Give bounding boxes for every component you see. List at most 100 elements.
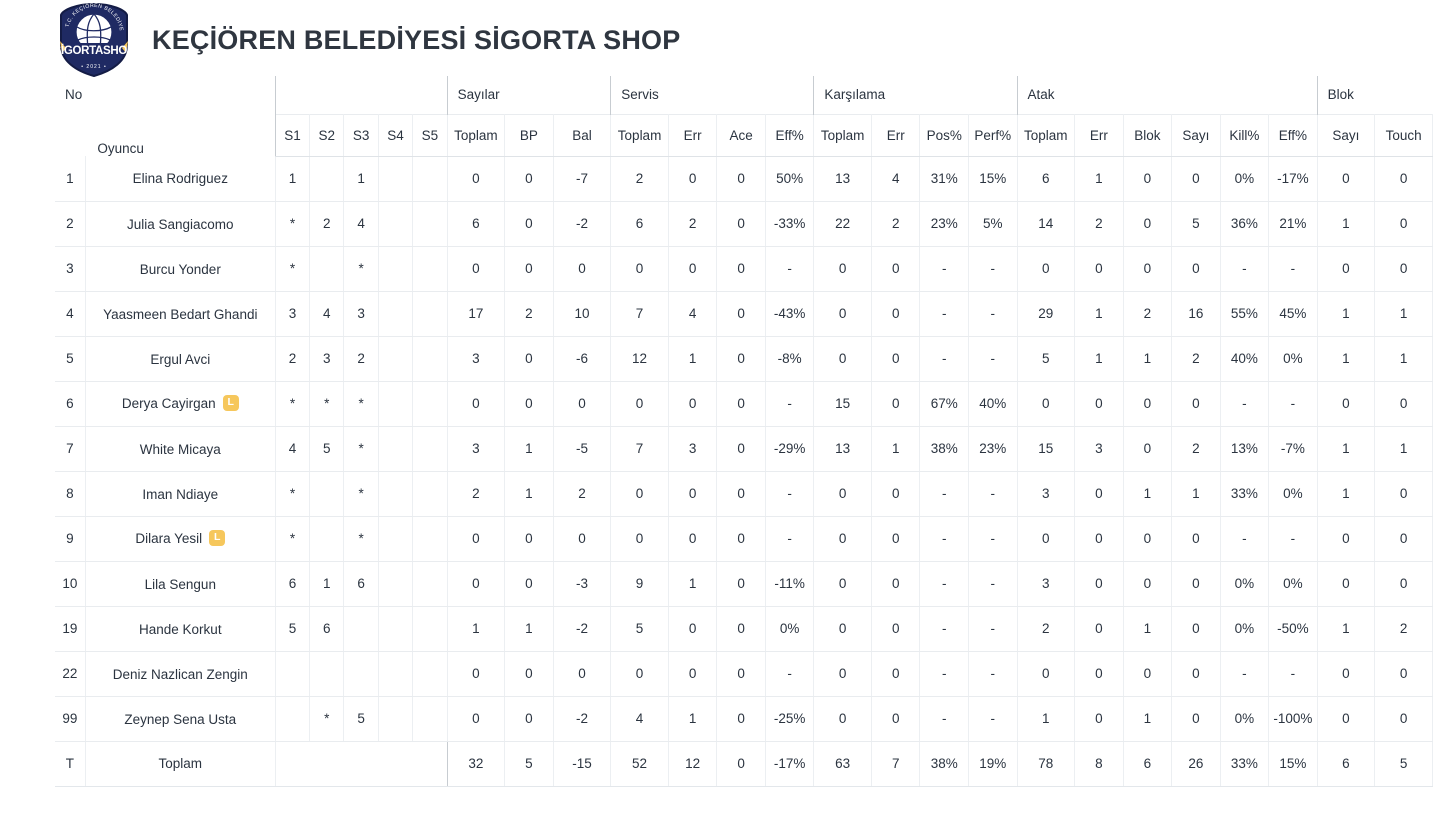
player-name-cell[interactable]: Dilara Yesil L [85, 516, 276, 562]
player-name-cell[interactable]: Lila Sengun [85, 561, 276, 607]
player-name-cell[interactable]: Julia Sangiacomo [85, 201, 276, 247]
player-name-cell[interactable]: Derya Cayirgan L [85, 381, 276, 427]
stat-cell: -2 [553, 696, 612, 742]
table-row[interactable]: 22 Deniz Nazlican Zengin 0 0 0 0 0 0-0 0- -0 0 0 0- -… [55, 651, 1433, 697]
stat-cell: 13 [813, 156, 872, 202]
col-header-s3[interactable]: S3 [343, 113, 379, 157]
player-name-cell[interactable]: Iman Ndiaye [85, 471, 276, 517]
stat-cell: - [765, 246, 815, 292]
player-number: 4 [55, 291, 86, 337]
col-header-s5[interactable]: S5 [412, 113, 448, 157]
stat-cell: 0 [446, 516, 506, 562]
col-header-karsilama-toplam[interactable]: Toplam [813, 113, 872, 157]
stat-cell: 23% [919, 201, 969, 247]
col-header-servis-ace[interactable]: Ace [716, 113, 766, 157]
stat-cell: - [968, 291, 1018, 337]
player-name-cell[interactable]: Yaasmeen Bedart Ghandi [85, 291, 276, 337]
col-header-sayilar-toplam[interactable]: Toplam [446, 113, 506, 157]
player-name-cell[interactable]: Elina Rodriguez [85, 156, 276, 202]
table-row[interactable]: 19 Hande Korkut 5 6 1 1 -2 5 0 0 0% 0 0- -2 0 1 0 0% -50% 1… [55, 606, 1433, 652]
col-header-karsilama-pos[interactable]: Pos% [919, 113, 969, 157]
col-header-karsilama-perf[interactable]: Perf% [968, 113, 1018, 157]
table-row[interactable]: 7 White Micaya 4 5 * 3 1 -5 7 3 0 -29% 13 1 38% 23% 15 3 0… [55, 426, 1433, 472]
col-header-atak-err[interactable]: Err [1074, 113, 1124, 157]
stat-cell: * [343, 246, 379, 292]
stat-cell: 7 [610, 426, 669, 472]
stat-cell: -6 [553, 336, 612, 382]
table-row[interactable]: 99 Zeynep Sena Usta * 5 0 0 -2 4 1 0 -25% 0 0- -1 0 1 0 0… [55, 696, 1433, 742]
col-header-sayilar-bal[interactable]: Bal [553, 113, 612, 157]
table-row[interactable]: 1 Elina Rodriguez 1 1 0 0 -7 2 0 0 50% 13 4 31% 15% 6 1 0… [55, 156, 1433, 202]
player-name-cell[interactable]: Zeynep Sena Usta [85, 696, 276, 742]
table-row[interactable]: 3 Burcu Yonder * * 0 0 0 0 0 0-0 0- -0 0 0 0- -0 0 [55, 246, 1433, 292]
stat-cell: 36% [1220, 201, 1270, 247]
col-header-karsilama-err[interactable]: Err [871, 113, 921, 157]
stat-cell: -33% [765, 201, 815, 247]
col-header-atak-blok[interactable]: Blok [1123, 113, 1173, 157]
col-header-atak-sayi[interactable]: Sayı [1171, 113, 1221, 157]
stat-cell: 0 [610, 516, 669, 562]
col-header-no: No [65, 87, 83, 102]
stat-cell: 0 [813, 291, 872, 337]
stat-cell: 22 [813, 201, 872, 247]
group-header-atak: Atak [1016, 76, 1318, 114]
stat-cell: 0 [1171, 651, 1221, 697]
stat-cell [412, 156, 448, 202]
player-name-cell[interactable]: Burcu Yonder [85, 246, 276, 292]
group-header-sayilar: Sayılar [446, 76, 611, 114]
player-name-cell[interactable]: Ergul Avci [85, 336, 276, 382]
stat-cell: 0 [1171, 561, 1221, 607]
col-header-sayilar-bp[interactable]: BP [504, 113, 554, 157]
stat-cell: * [274, 246, 311, 292]
table-row[interactable]: 5 Ergul Avci 2 3 2 3 0 -6 12 1 0 -8% 0 0- -5 1 1 2 40% 0% 1 1 [55, 336, 1433, 382]
col-header-servis-err[interactable]: Err [668, 113, 718, 157]
col-header-servis-toplam[interactable]: Toplam [610, 113, 669, 157]
col-header-servis-eff[interactable]: Eff% [765, 113, 815, 157]
stat-cell: 0 [1123, 516, 1173, 562]
stat-cell: 5% [968, 201, 1018, 247]
player-name-cell[interactable]: Deniz Nazlican Zengin [85, 651, 276, 697]
col-header-blok-touch[interactable]: Touch [1374, 113, 1433, 157]
svg-text:• 2021 •: • 2021 • [81, 64, 106, 70]
stat-cell: 0 [504, 336, 554, 382]
col-header-s1[interactable]: S1 [274, 113, 311, 157]
stat-cell: 0 [1374, 381, 1433, 427]
stat-cell: 0 [1374, 246, 1433, 292]
stat-cell: 4 [274, 426, 311, 472]
stat-cell: 3 [1016, 471, 1076, 517]
total-stat-cell: 63 [813, 740, 872, 787]
stat-cell: * [274, 381, 311, 427]
table-row[interactable]: 6 Derya Cayirgan L * * * 0 0 0 0 0 0-15 0 67% 40% 0 0 0 0-… [55, 381, 1433, 427]
col-header-s2[interactable]: S2 [309, 113, 345, 157]
table-row[interactable]: 10 Lila Sengun 6 1 6 0 0 -3 9 1 0 -11% 0 0- -3 0 0 0 0% 0% 0… [55, 561, 1433, 607]
table-head: No Oyuncu Sayılar Servis Karşılama Atak … [55, 76, 1433, 157]
col-header-atak-toplam[interactable]: Toplam [1016, 113, 1076, 157]
table-row[interactable]: 2 Julia Sangiacomo * 2 4 6 0 -2 6 2 0 -33% 22 2 23% 5% 1… [55, 201, 1433, 247]
stat-cell: * [343, 516, 379, 562]
stat-cell: 0 [1171, 516, 1221, 562]
stat-cell: 0 [1374, 201, 1433, 247]
table-row[interactable]: 9 Dilara Yesil L * * 0 0 0 0 0 0-0 0- -0 0 0 0- -0 0 [55, 516, 1433, 562]
player-name-cell[interactable]: Hande Korkut [85, 606, 276, 652]
column-header-row: S1 S2 S3 S4 S5 Toplam BP Bal Toplam Err … [55, 113, 1433, 157]
col-header-s4[interactable]: S4 [378, 113, 414, 157]
stat-cell: - [919, 516, 969, 562]
col-header-atak-kill[interactable]: Kill% [1220, 113, 1270, 157]
stat-cell: * [309, 696, 345, 742]
stat-cell: -2 [553, 201, 612, 247]
player-name-cell[interactable]: White Micaya [85, 426, 276, 472]
stat-cell: 0 [1016, 516, 1076, 562]
stat-cell: 38% [919, 426, 969, 472]
stat-cell: 0 [1171, 156, 1221, 202]
table-row[interactable]: 4 Yaasmeen Bedart Ghandi 3 4 3 17 2 10 7 4 0 -43% 0 0… [55, 291, 1433, 337]
stat-cell: 0 [446, 156, 506, 202]
stat-cell: 1 [1123, 606, 1173, 652]
table-row[interactable]: 8 Iman Ndiaye * * 2 1 2 0 0 0-0 0- -3 0 1 1 33% 0% 1 0 [55, 471, 1433, 517]
stat-cell: * [343, 471, 379, 517]
col-header-atak-eff[interactable]: Eff% [1268, 113, 1318, 157]
stat-cell: 29 [1016, 291, 1076, 337]
stat-cell: 0 [668, 516, 718, 562]
col-header-blok-sayi[interactable]: Sayı [1316, 113, 1376, 157]
stat-cell: 0% [1220, 606, 1270, 652]
total-stat-cell: 5 [504, 740, 554, 787]
